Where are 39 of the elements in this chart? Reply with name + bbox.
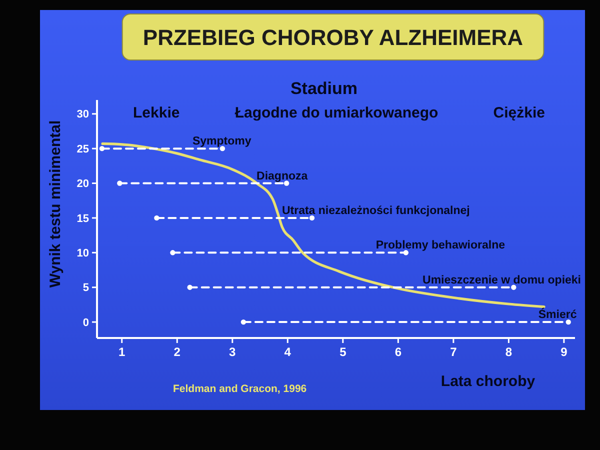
y-axis-title: Wynik testu minimental [47, 120, 64, 288]
series-label: Śmierć [538, 307, 578, 322]
point [511, 284, 516, 290]
y-tick-label: 10 [76, 248, 89, 260]
chart-title: PRZEBIEG CHOROBY ALZHEIMERA [142, 25, 524, 50]
y-tick-label: 5 [82, 282, 89, 294]
y-tick-label: 0 [82, 316, 89, 329]
text: Feldman and Gracon, 1996 [173, 383, 307, 395]
x-tick-label: 2 [174, 345, 181, 359]
annotation: Łagodne do umiarkowanego [234, 104, 438, 122]
point [566, 319, 571, 325]
chart-subtitle: Stadium [290, 79, 358, 98]
x-tick-label: 5 [340, 345, 347, 359]
x-tick-label: 3 [229, 345, 236, 359]
series-label: Utrata niezależności funkcjonalnej [282, 204, 470, 217]
x-tick-label: 9 [560, 345, 568, 359]
series-label: Diagnoza [256, 170, 308, 182]
x-tick-label: 6 [394, 345, 402, 359]
annotation: Ciężkie [493, 104, 545, 122]
x-axis-title: Lata choroby [440, 373, 536, 390]
point [117, 180, 122, 186]
series-label: Symptomy [192, 136, 252, 148]
x-tick-label: 7 [450, 345, 458, 359]
point [170, 250, 176, 256]
y-tick-label: 15 [76, 212, 89, 225]
annotation: Lekkie [133, 104, 180, 122]
point [154, 215, 160, 221]
point [187, 284, 192, 290]
series-label: Umieszczenie w domu opieki [422, 274, 581, 286]
y-tick-label: 20 [76, 178, 89, 190]
y-tick-label: 30 [76, 108, 89, 121]
series-label: Problemy behawioralne [376, 240, 506, 252]
y-tick-label: 25 [76, 143, 89, 156]
x-tick-label: 4 [284, 345, 292, 359]
point [240, 319, 246, 325]
x-tick-label: 8 [505, 345, 512, 359]
x-tick-label: 1 [118, 345, 126, 359]
point [99, 146, 105, 152]
point [309, 215, 315, 221]
